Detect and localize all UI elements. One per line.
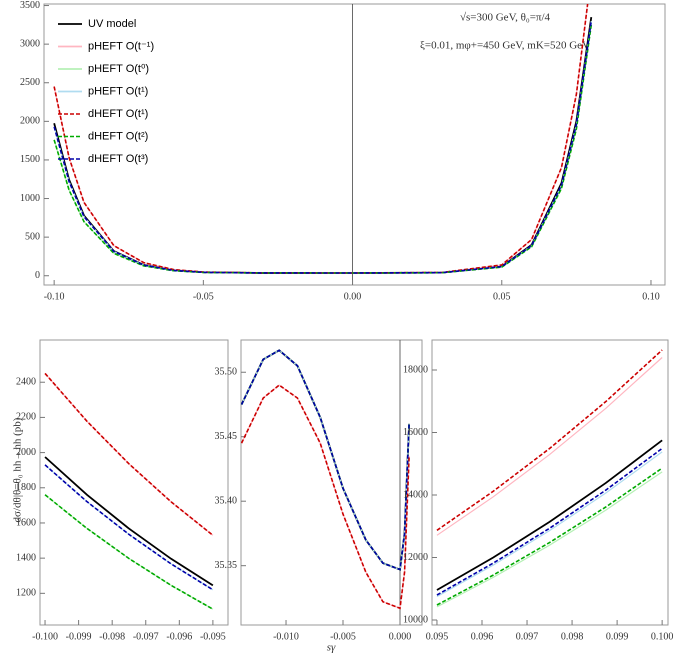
x-tick-label: -0.097 (133, 631, 159, 642)
plot-lines (53, 4, 593, 274)
legend-label: pHEFT O(t¹) (88, 85, 148, 97)
series-line (436, 357, 663, 536)
y-tick-label: 18000 (403, 364, 428, 375)
x-tick-label: 0.096 (471, 631, 494, 642)
x-tick-label: -0.05 (193, 291, 214, 302)
y-tick-label: 16000 (403, 427, 428, 438)
legend-label: pHEFT O(t⁰) (88, 63, 149, 75)
y-tick-label: 35.45 (215, 431, 238, 442)
x-tick-label: -0.096 (166, 631, 192, 642)
annotation: √s=300 GeV, θ₀=π/4 (460, 12, 551, 24)
series-line (44, 464, 214, 591)
annotation: ξ=0.01, mφ+=450 GeV, mK=520 GeV (420, 40, 590, 52)
plot-lines (44, 372, 214, 610)
x-tick-label: 0.10 (642, 291, 660, 302)
series-line (53, 24, 593, 274)
y-tick-label: 1000 (20, 193, 40, 204)
y-tick-label: 3500 (20, 0, 40, 11)
x-tick-label: 0.098 (561, 631, 584, 642)
x-tick-label: 0.095 (426, 631, 449, 642)
y-tick-label: 35.50 (215, 367, 238, 378)
y-tick-label: 1500 (20, 154, 40, 165)
x-tick-label: 0.099 (606, 631, 629, 642)
plot-frame (431, 339, 669, 626)
y-tick-label: 10000 (403, 614, 428, 625)
series-line (44, 494, 214, 610)
series-line (241, 349, 410, 571)
x-tick-label: -0.099 (66, 631, 92, 642)
series-line (436, 467, 663, 606)
x-tick-label: 0.000 (389, 631, 412, 642)
x-tick-label: -0.005 (330, 631, 356, 642)
x-tick-label: -0.100 (32, 631, 58, 642)
y-tick-label: 3000 (20, 38, 40, 49)
y-tick-label: 500 (25, 231, 40, 242)
legend-label: pHEFT O(t⁻¹) (88, 40, 154, 52)
x-tick-label: -0.010 (273, 631, 299, 642)
series-line (436, 451, 663, 598)
series-line (53, 20, 593, 274)
y-tick-label: 1600 (16, 517, 36, 528)
series-line (53, 16, 593, 274)
series-line (44, 372, 214, 536)
y-tick-label: 35.35 (215, 560, 238, 571)
x-tick-label: -0.098 (99, 631, 125, 642)
y-tick-label: 2000 (16, 447, 36, 458)
y-tick-label: 35.40 (215, 495, 238, 506)
series-line (241, 384, 410, 610)
series-line (436, 447, 663, 596)
x-tick-label: 0.00 (344, 291, 362, 302)
legend-label: dHEFT O(t¹) (88, 108, 148, 120)
x-tick-label: 0.097 (516, 631, 539, 642)
legend-label: dHEFT O(t²) (88, 130, 148, 142)
x-tick-label: -0.095 (200, 631, 226, 642)
series-line (53, 20, 592, 274)
y-tick-label: 1400 (16, 552, 36, 563)
x-axis-label: sγ (327, 642, 336, 654)
plot-frame (43, 3, 666, 286)
y-tick-label: 12000 (403, 552, 428, 563)
y-tick-label: 14000 (403, 489, 428, 500)
plot-lines (241, 349, 411, 610)
y-tick-label: 2400 (16, 377, 36, 388)
y-tick-label: 1800 (16, 482, 36, 493)
series-line (44, 464, 214, 591)
y-tick-label: 2000 (20, 116, 40, 127)
x-tick-label: -0.10 (44, 291, 65, 302)
legend-label: UV model (88, 18, 136, 30)
series-line (44, 456, 214, 587)
x-tick-label: 0.100 (651, 631, 674, 642)
y-axis-label: dσ/dθ|θ=θ₀ hh→hh (pb) (12, 417, 24, 522)
series-line (436, 349, 663, 531)
y-tick-label: 2200 (16, 412, 36, 423)
series-line (436, 439, 663, 591)
legend-label: dHEFT O(t³) (88, 153, 148, 165)
series-line (241, 384, 410, 610)
y-tick-label: 2500 (20, 77, 40, 88)
x-tick-label: 0.05 (493, 291, 511, 302)
y-tick-label: 1200 (16, 588, 36, 599)
series-line (44, 494, 214, 610)
series-line (44, 373, 214, 536)
y-tick-label: 0 (35, 270, 40, 281)
plot-lines (436, 349, 663, 608)
plot-frame (240, 339, 423, 626)
series-line (436, 471, 663, 608)
plot-frame (39, 339, 229, 626)
